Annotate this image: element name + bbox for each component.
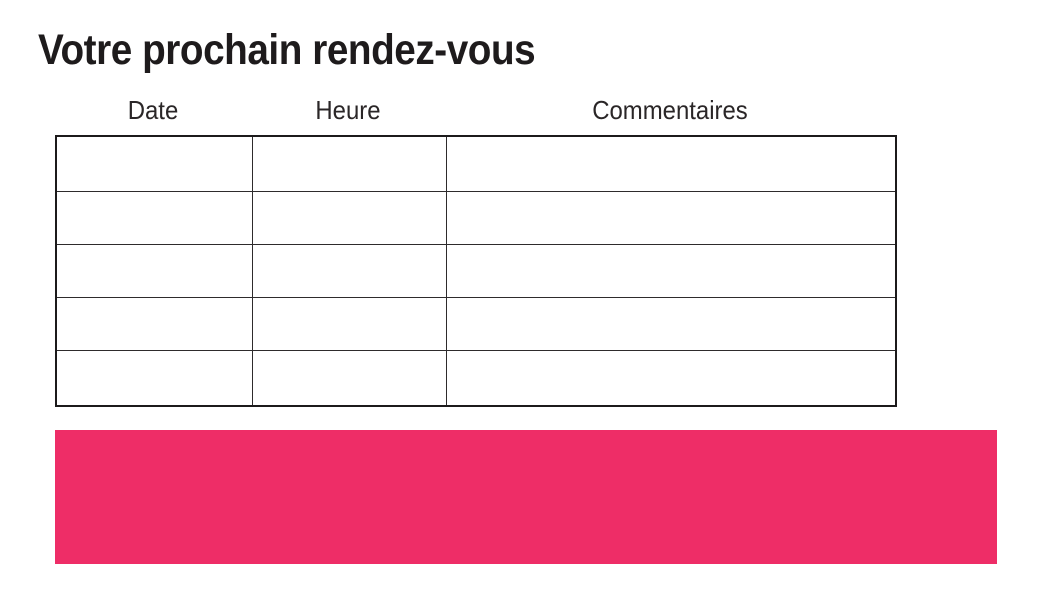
table-cell-commentaires (445, 135, 897, 193)
table-cell-heure (251, 349, 447, 407)
table-cell-heure (251, 296, 447, 351)
table-cell-heure (251, 135, 447, 193)
table-cell-heure (251, 244, 447, 298)
appointments-table (55, 135, 897, 407)
table-row (55, 191, 897, 246)
table-cell-commentaires (445, 349, 897, 407)
column-header-commentaires: Commentaires (592, 95, 748, 125)
table-cell-date (55, 296, 253, 351)
table-cell-date (55, 191, 253, 246)
table-row (55, 296, 897, 351)
column-header-date: Date (127, 95, 179, 125)
table-cell-heure (251, 191, 447, 246)
pink-banner (55, 430, 997, 564)
table-row (55, 244, 897, 298)
column-header-heure: Heure (315, 95, 381, 125)
table-cell-commentaires (445, 244, 897, 298)
table-row (55, 135, 897, 193)
table-header-row: Date Heure Commentaires (55, 88, 895, 126)
table-cell-date (55, 349, 253, 407)
table-cell-commentaires (445, 191, 897, 246)
table-row (55, 349, 897, 407)
table-cell-date (55, 244, 253, 298)
page-title: Votre prochain rendez-vous (38, 26, 536, 74)
table-cell-date (55, 135, 253, 193)
table-cell-commentaires (445, 296, 897, 351)
